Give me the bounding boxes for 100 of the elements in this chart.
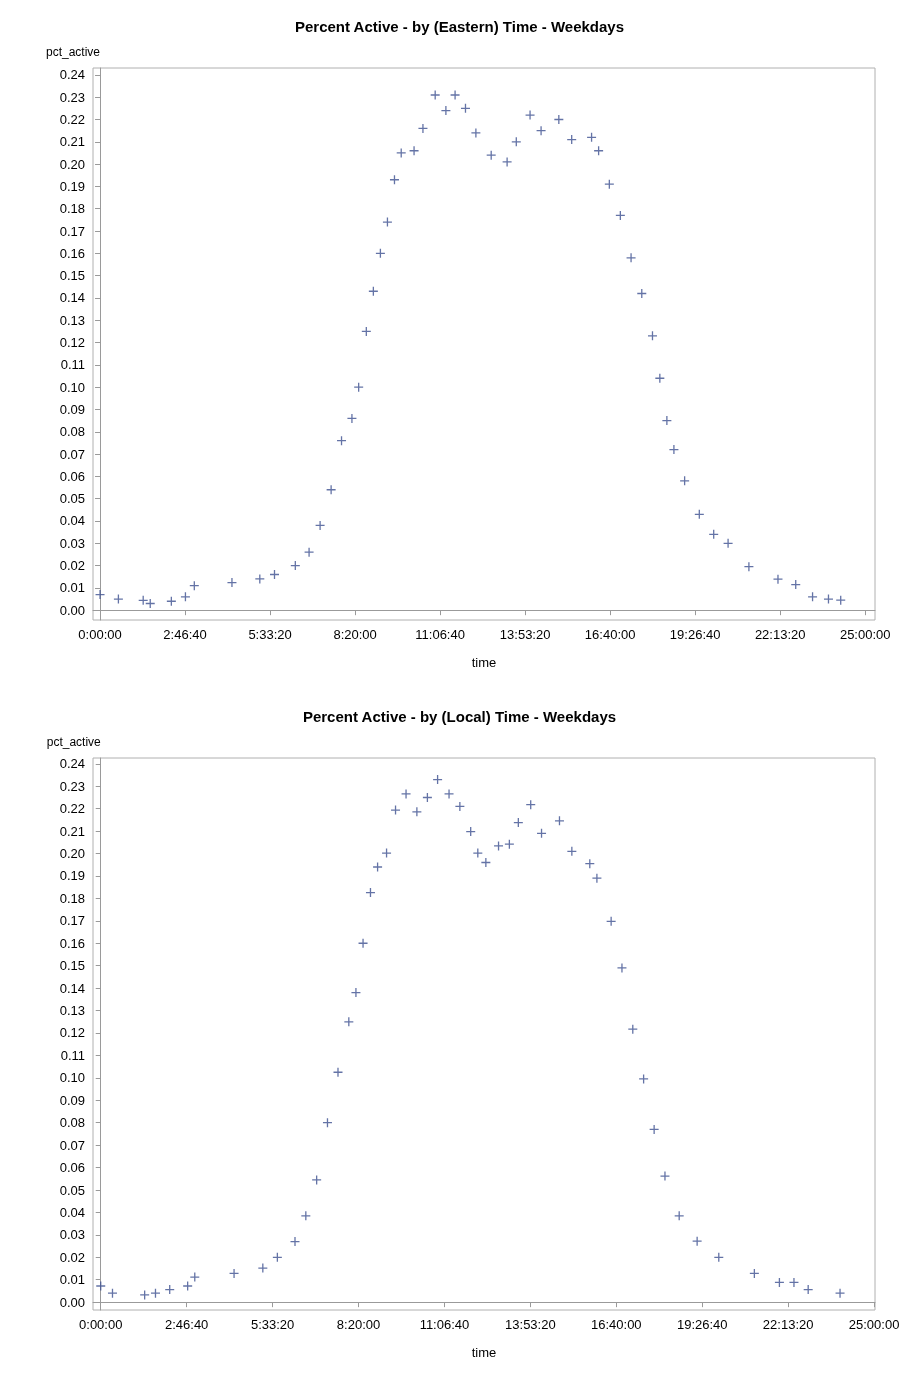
point bbox=[372, 861, 383, 873]
point bbox=[605, 916, 617, 927]
point bbox=[311, 1174, 322, 1186]
y-tick-label: 0.15 bbox=[59, 958, 85, 974]
point bbox=[396, 147, 407, 159]
x-tick-label: 19:26:40 bbox=[676, 1317, 728, 1332]
point bbox=[346, 413, 358, 424]
point bbox=[722, 538, 734, 549]
y-tick-label: 0.17 bbox=[59, 223, 85, 239]
point bbox=[289, 1236, 301, 1247]
y-tick-label: 0.01 bbox=[59, 580, 85, 596]
point bbox=[661, 415, 673, 426]
point bbox=[254, 573, 265, 585]
y-tick-label: 0.03 bbox=[59, 1227, 85, 1243]
point bbox=[524, 109, 536, 121]
point bbox=[226, 577, 238, 588]
point bbox=[647, 330, 658, 342]
point bbox=[566, 846, 577, 857]
point bbox=[454, 801, 466, 812]
point bbox=[493, 840, 504, 852]
point bbox=[501, 156, 513, 168]
x-tick-label: 22:13:20 bbox=[762, 1317, 814, 1332]
point bbox=[470, 127, 482, 139]
point bbox=[390, 804, 401, 816]
x-tick-label: 5:33:20 bbox=[250, 1317, 295, 1332]
point bbox=[591, 873, 603, 884]
y-tick-label: 0.13 bbox=[59, 312, 85, 328]
point bbox=[314, 520, 326, 531]
y-tick-label: 0.16 bbox=[59, 935, 85, 951]
y-tick-label: 0.14 bbox=[59, 290, 85, 306]
point bbox=[182, 1280, 193, 1292]
x-tick-label: 25:00:00 bbox=[839, 627, 891, 642]
y-tick-label: 0.00 bbox=[59, 602, 85, 618]
point bbox=[440, 105, 452, 116]
x-tick-label: 8:20:00 bbox=[333, 627, 377, 642]
x-tick-label: 5:33:20 bbox=[248, 627, 292, 642]
y-tick-label: 0.11 bbox=[60, 357, 85, 373]
y-tick-label: 0.19 bbox=[59, 178, 85, 194]
y-tick-label: 0.18 bbox=[59, 890, 85, 906]
point bbox=[504, 838, 515, 850]
x-axis-title: time bbox=[471, 655, 497, 670]
y-tick-label: 0.16 bbox=[59, 245, 85, 261]
x-tick-label: 25:00:00 bbox=[848, 1317, 900, 1332]
point bbox=[95, 1280, 106, 1292]
x-tick-label: 2:46:40 bbox=[163, 627, 207, 642]
x-tick-label: 0:00:00 bbox=[79, 1317, 123, 1332]
point bbox=[408, 145, 420, 156]
point bbox=[382, 216, 393, 228]
y-tick-label: 0.02 bbox=[59, 1249, 85, 1265]
x-tick-label: 2:46:40 bbox=[164, 1317, 209, 1332]
point bbox=[535, 125, 547, 136]
y-tick-label: 0.13 bbox=[59, 1003, 85, 1019]
point bbox=[668, 444, 680, 455]
point bbox=[325, 484, 337, 495]
y-tick-label: 0.21 bbox=[59, 134, 85, 150]
point bbox=[625, 252, 637, 263]
point bbox=[189, 1271, 200, 1283]
y-tick-label: 0.22 bbox=[59, 801, 85, 817]
y-axis-title: pct_active bbox=[46, 735, 102, 749]
y-tick-label: 0.23 bbox=[59, 778, 85, 794]
point bbox=[257, 1262, 268, 1274]
y-tick-label: 0.01 bbox=[59, 1272, 85, 1288]
point bbox=[443, 788, 455, 800]
point bbox=[400, 788, 412, 800]
y-tick-label: 0.19 bbox=[59, 868, 85, 884]
point bbox=[139, 1289, 150, 1301]
x-tick-label: 11:06:40 bbox=[419, 1317, 470, 1332]
x-axis-title: time bbox=[471, 1345, 497, 1360]
point bbox=[638, 1073, 649, 1085]
y-tick-label: 0.04 bbox=[59, 1204, 85, 1220]
point bbox=[834, 1288, 846, 1299]
y-tick-label: 0.07 bbox=[59, 1137, 85, 1153]
x-tick-label: 16:40:00 bbox=[590, 1317, 642, 1332]
y-tick-label: 0.18 bbox=[59, 201, 85, 217]
point bbox=[350, 987, 362, 998]
y-tick-label: 0.20 bbox=[59, 846, 85, 862]
y-tick-label: 0.00 bbox=[59, 1294, 85, 1310]
point bbox=[823, 593, 834, 605]
y-tick-label: 0.05 bbox=[59, 491, 85, 507]
x-tick-label: 11:06:40 bbox=[415, 627, 465, 642]
y-tick-label: 0.09 bbox=[59, 1092, 85, 1108]
y-tick-label: 0.12 bbox=[59, 335, 85, 351]
y-tick-label: 0.22 bbox=[59, 112, 85, 128]
point bbox=[449, 89, 461, 101]
chart-title: Percent Active - by (Eastern) Time - Weekdays bbox=[294, 18, 625, 35]
y-tick-label: 0.23 bbox=[59, 89, 85, 105]
y-tick-label: 0.21 bbox=[59, 823, 85, 839]
y-tick-label: 0.03 bbox=[59, 535, 85, 551]
x-tick-label: 13:53:20 bbox=[505, 1317, 556, 1332]
point bbox=[332, 1067, 344, 1078]
y-tick-label: 0.10 bbox=[59, 1070, 85, 1086]
point bbox=[659, 1170, 671, 1182]
y-axis-title: pct_active bbox=[46, 45, 101, 59]
point bbox=[94, 589, 106, 600]
y-tick-label: 0.06 bbox=[59, 1160, 85, 1176]
point bbox=[743, 561, 755, 572]
point bbox=[788, 1277, 800, 1288]
point bbox=[480, 857, 492, 868]
x-tick-label: 22:13:20 bbox=[754, 627, 806, 642]
point bbox=[616, 962, 628, 974]
